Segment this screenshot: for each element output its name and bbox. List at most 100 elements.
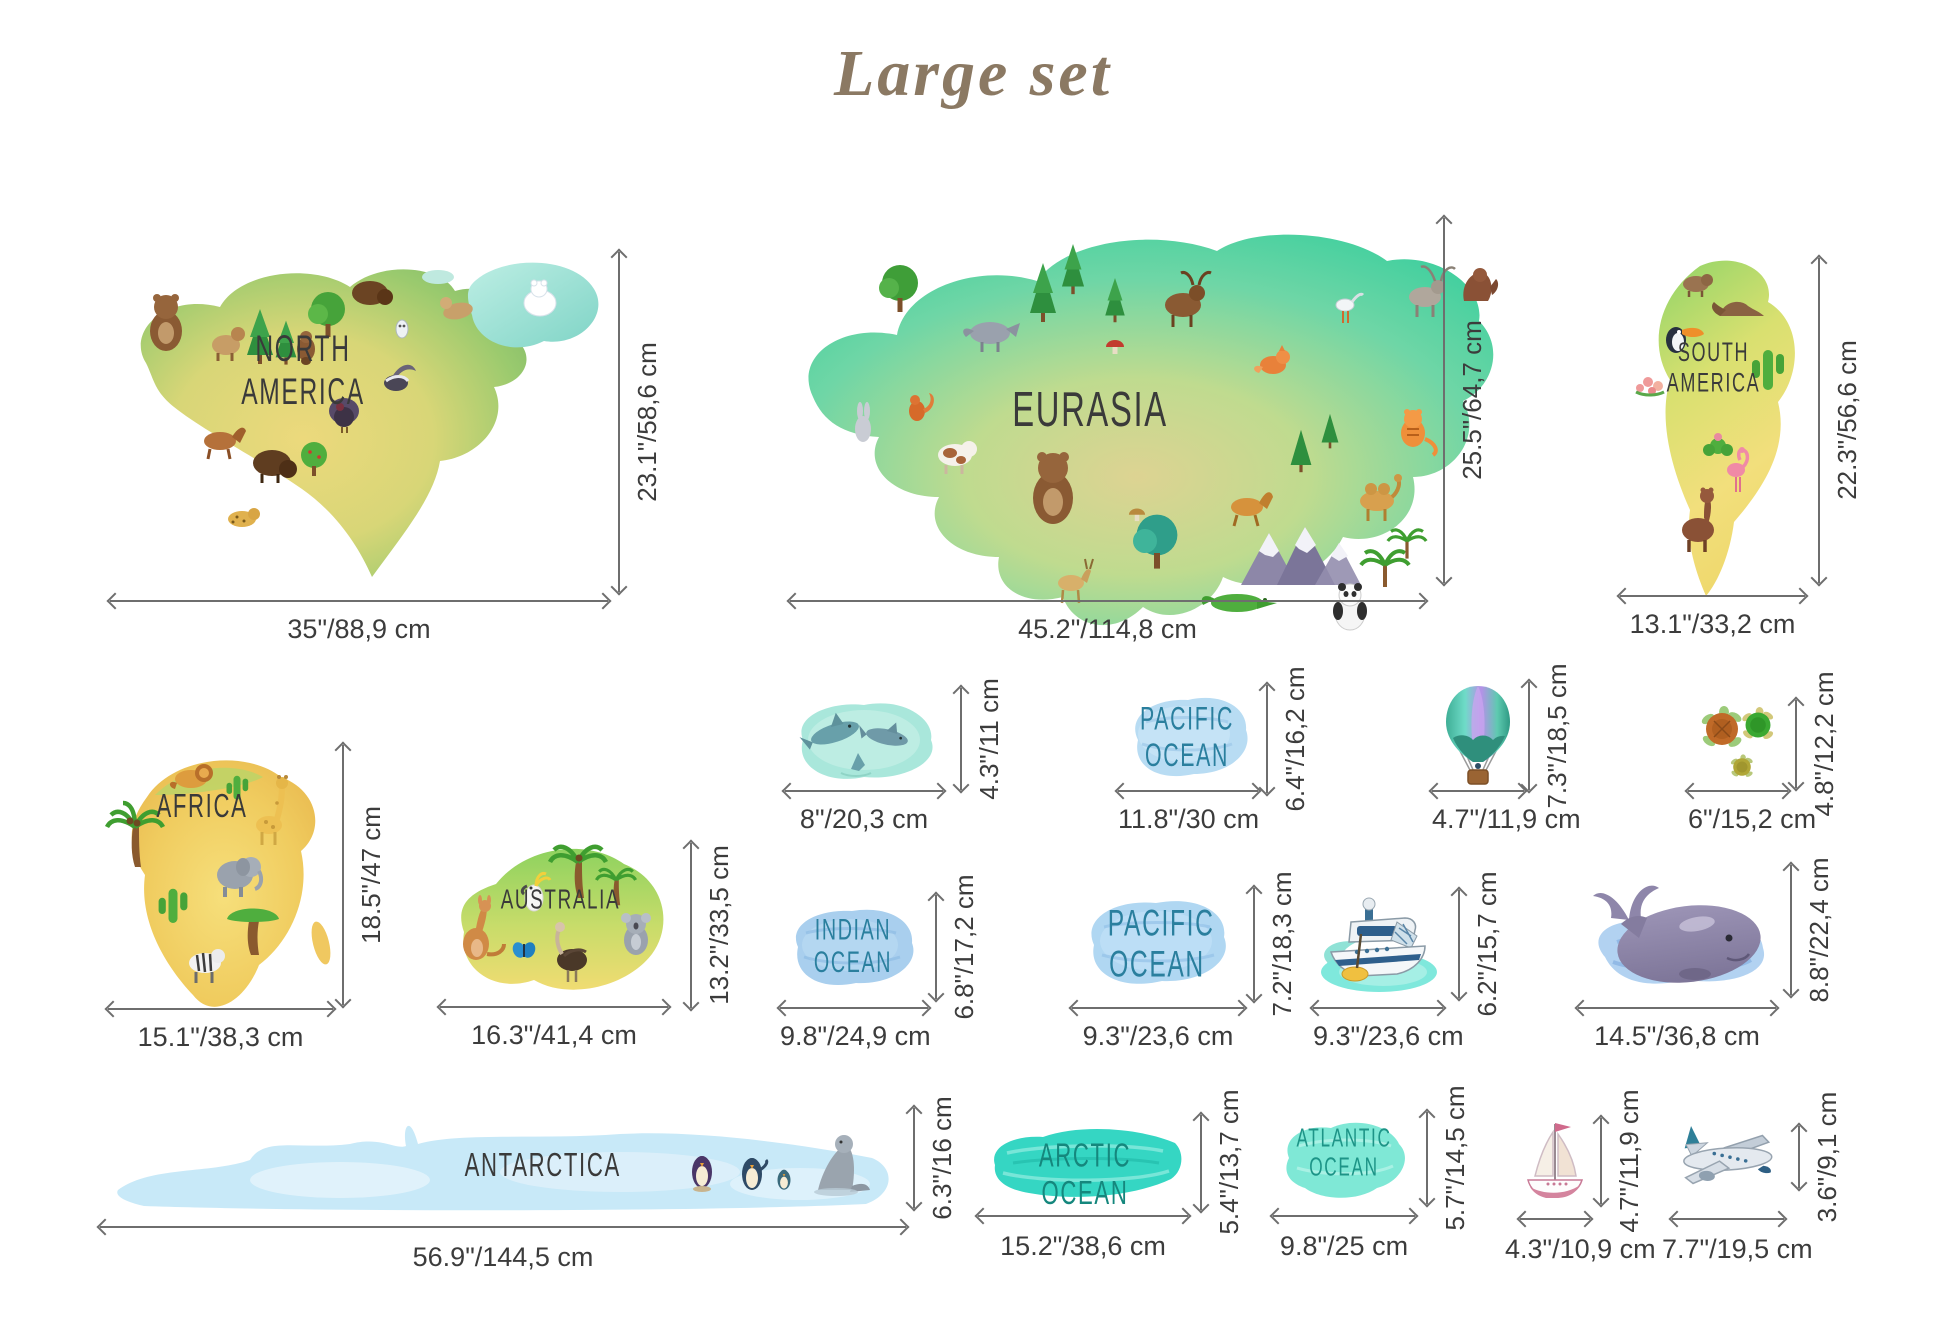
sticker-arctic-ocean: ARCTIC OCEAN xyxy=(983,1113,1188,1213)
ship-icon xyxy=(1321,897,1437,992)
baobab-tree-icon xyxy=(227,908,279,955)
mushroom-icon xyxy=(1106,340,1124,354)
turtles-height-label: 4.8"/12,2 cm xyxy=(1809,671,1839,817)
sticker-dolphins xyxy=(783,685,945,795)
hare-icon xyxy=(855,402,871,442)
sticker-africa: AFRICA xyxy=(95,735,335,1023)
cactus-icon xyxy=(1703,433,1733,456)
north-america-height-label: 23.1"/58,6 cm xyxy=(632,342,662,502)
seal-icon xyxy=(814,1135,870,1196)
indian-ocean-height-arrow xyxy=(935,895,937,999)
tree-icon xyxy=(308,292,345,337)
eurasia-label: EURASIA xyxy=(1012,383,1168,437)
airplane-icon xyxy=(1683,1125,1773,1185)
south-america-map xyxy=(1635,260,1795,596)
north-america-label: NORTH AMERICA xyxy=(241,329,365,412)
indian-ocean-blob xyxy=(795,909,914,986)
pacific-ocean-1-width-label: 11.8"/30 cm xyxy=(1118,804,1260,834)
south-america-height-arrow xyxy=(1818,258,1820,583)
sailboat-width-label: 4.3"/10,9 cm xyxy=(1505,1234,1656,1264)
arctic-ocean-blob xyxy=(994,1129,1182,1197)
kangaroo-icon xyxy=(463,895,506,960)
mushroom-icon xyxy=(1128,508,1146,522)
cockatoo-icon xyxy=(520,872,552,912)
africa-height-label: 18.5"/47 cm xyxy=(356,806,386,944)
bear-icon xyxy=(150,294,182,351)
butterfly-icon xyxy=(512,942,536,958)
palm-tree-icon xyxy=(594,867,638,906)
whale-height-arrow xyxy=(1790,865,1792,995)
australia-width-arrow xyxy=(440,1006,668,1008)
australia-width-label: 16.3"/41,4 cm xyxy=(471,1020,637,1050)
palm-tree-icon xyxy=(1359,549,1411,587)
dolphins-width-label: 8"/20,3 cm xyxy=(799,804,929,834)
penguin-chick-icon xyxy=(777,1169,791,1190)
skunk-icon xyxy=(384,364,416,391)
north-america-height-arrow xyxy=(618,252,620,592)
antarctica-height-arrow xyxy=(913,1108,915,1208)
australia-label: AUSTRALIA xyxy=(500,883,621,915)
fir-tree-icon xyxy=(1290,429,1312,473)
australia-height-arrow xyxy=(690,843,692,1008)
bison-icon xyxy=(253,450,297,483)
whale-width-label: 14.5"/36,8 cm xyxy=(1594,1021,1760,1051)
pacific-ocean-1-blob xyxy=(1135,697,1248,777)
sticker-air-balloon xyxy=(1441,680,1515,792)
sticker-whale xyxy=(1577,862,1775,1000)
owl-icon xyxy=(395,319,409,339)
ship-height-arrow xyxy=(1458,890,1460,998)
llama-icon xyxy=(1682,487,1714,552)
palm-tree-icon xyxy=(104,800,166,867)
atlantic-ocean-blob xyxy=(1286,1122,1405,1198)
arctic-ocean-width-arrow xyxy=(978,1215,1188,1217)
ship-height-label: 6.2"/15,7 cm xyxy=(1472,871,1502,1017)
turtles-width-arrow xyxy=(1688,790,1788,792)
antarctica-width-label: 56.9"/144,5 cm xyxy=(412,1242,594,1272)
africa-width-label: 15.1"/38,3 cm xyxy=(137,1022,304,1052)
pacific-ocean-1-height-arrow xyxy=(1266,685,1268,793)
dolphins-width-arrow xyxy=(785,790,943,792)
antarctica-width-arrow xyxy=(100,1226,906,1228)
africa-width-arrow xyxy=(108,1008,333,1010)
cactus-icon xyxy=(158,888,188,923)
pacific-ocean-2-height-label: 7.2"/18,3 cm xyxy=(1267,871,1297,1017)
airplane-height-arrow xyxy=(1798,1126,1800,1188)
atlantic-ocean-width-label: 9.8"/25 cm xyxy=(1279,1231,1409,1261)
eurasia-width-label: 45.2"/114,8 cm xyxy=(1018,614,1197,644)
penguin-icon xyxy=(692,1156,712,1192)
seal-icon xyxy=(440,297,473,320)
eurasia-height-arrow xyxy=(1443,218,1445,583)
pacific-ocean-2-width-arrow xyxy=(1072,1007,1244,1009)
emu-icon xyxy=(555,922,587,982)
sticker-eurasia: EURASIA xyxy=(785,205,1500,640)
south-america-label: SOUTH AMERICA xyxy=(1666,336,1761,398)
sticker-atlantic-ocean: ATLANTIC OCEAN xyxy=(1273,1110,1415,1206)
antarctica-height-label: 6.3"/16 cm xyxy=(927,1096,957,1220)
eurasia-map xyxy=(808,234,1499,631)
whale-icon xyxy=(1593,885,1765,984)
elephant-icon xyxy=(217,857,264,897)
fir-tree-icon xyxy=(247,309,273,364)
sailboat-width-arrow xyxy=(1520,1218,1590,1220)
ship-width-arrow xyxy=(1313,1007,1443,1009)
air-balloon-height-arrow xyxy=(1528,682,1530,790)
airplane-width-arrow xyxy=(1672,1218,1784,1220)
sticker-turtles xyxy=(1692,697,1784,787)
fir-tree-icon xyxy=(1030,263,1056,322)
australia-height-label: 13.2"/33,5 cm xyxy=(704,845,734,1005)
fox-icon xyxy=(1254,345,1290,374)
polar-bear-icon xyxy=(523,279,557,317)
antarctica-map xyxy=(117,1125,889,1211)
arctic-ocean-label: ARCTIC OCEAN xyxy=(1038,1136,1132,1211)
indian-ocean-width-label: 9.8"/24,9 cm xyxy=(780,1021,931,1051)
fir-tree-icon xyxy=(275,320,297,365)
sailboat-height-label: 4.7"/11,9 cm xyxy=(1614,1089,1644,1233)
eurasia-height-label: 25.5"/64,7 cm xyxy=(1457,320,1487,480)
sticker-antarctica: ANTARCTICA xyxy=(100,1106,906,1216)
beaver-icon xyxy=(297,331,315,365)
air-balloon-width-arrow xyxy=(1432,790,1524,792)
sticker-pacific-ocean-2: PACIFIC OCEAN xyxy=(1072,885,1242,1005)
arctic-ocean-width-label: 15.2"/38,6 cm xyxy=(1000,1231,1166,1261)
horse-icon xyxy=(1231,492,1273,527)
atlantic-ocean-height-arrow xyxy=(1426,1112,1428,1204)
